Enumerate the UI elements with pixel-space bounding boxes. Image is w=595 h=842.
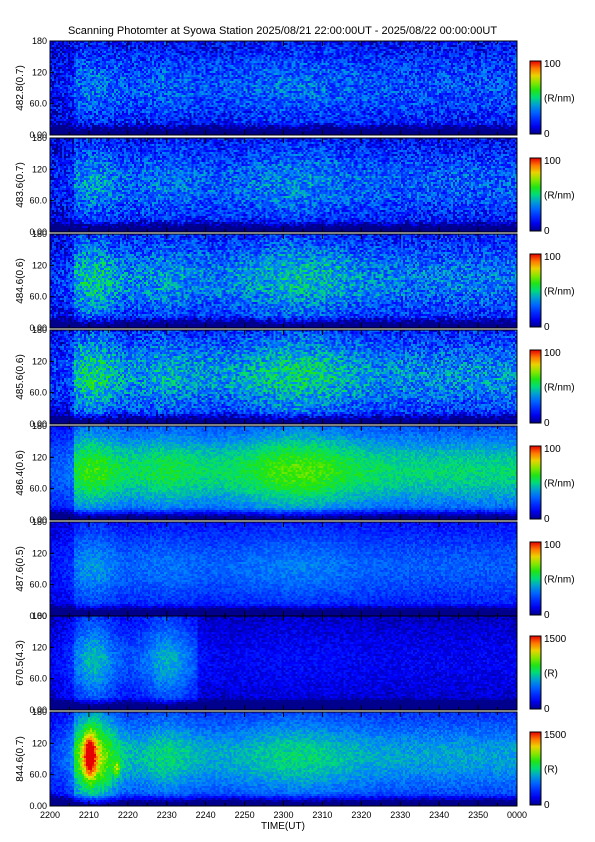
y-tick-label: 0.00 (29, 227, 47, 237)
y-tick-label: 180 (32, 421, 47, 431)
colorbar-min-label: 0 (544, 800, 550, 811)
colorbar (529, 635, 542, 710)
colorbar-unit-label: (R/nm) (544, 287, 575, 298)
y-tick-label: 180 (32, 517, 47, 527)
x-tick-label: 0000 (507, 810, 527, 820)
colorbar-max-label: 1500 (544, 730, 567, 741)
panel-heatmap-7 (50, 616, 517, 710)
x-tick-label: 2200 (40, 810, 60, 820)
y-tick-label: 120 (32, 356, 47, 366)
y-tick-label: 120 (32, 642, 47, 652)
y-tick-label: 60.0 (29, 484, 47, 494)
x-tick-label: 2220 (118, 810, 138, 820)
x-tick-label: 2340 (429, 810, 449, 820)
y-tick-label: 180 (32, 325, 47, 335)
colorbar (529, 731, 542, 806)
x-tick-label: 2350 (468, 810, 488, 820)
colorbar-min-label: 0 (544, 514, 550, 525)
panel-ylabel: 486.4(0.6) (15, 450, 26, 496)
y-tick-label: 60.0 (29, 388, 47, 398)
y-tick-label: 180 (32, 36, 47, 46)
colorbar-unit-label: (R/nm) (544, 94, 575, 105)
colorbar-min-label: 0 (544, 704, 550, 715)
colorbar-unit-label: (R/nm) (544, 191, 575, 202)
colorbar-unit-label: (R) (544, 765, 558, 776)
x-tick-label: 2230 (157, 810, 177, 820)
colorbar-unit-label: (R/nm) (544, 575, 575, 586)
panel-ylabel: 483.6(0.7) (15, 162, 26, 208)
panel-heatmap-1 (50, 41, 517, 135)
y-tick-label: 180 (32, 611, 47, 621)
x-tick-label: 2250 (235, 810, 255, 820)
y-tick-label: 0.00 (29, 130, 47, 140)
colorbar (529, 253, 542, 328)
y-tick-label: 60.0 (29, 770, 47, 780)
panel-heatmap-2 (50, 138, 517, 232)
y-tick-label: 0.00 (29, 705, 47, 715)
colorbar-max-label: 100 (544, 252, 561, 263)
y-tick-label: 120 (32, 548, 47, 558)
x-tick-label: 2210 (79, 810, 99, 820)
y-tick-label: 60.0 (29, 292, 47, 302)
colorbar-min-label: 0 (544, 129, 550, 140)
panel-heatmap-8 (50, 712, 517, 806)
colorbar-min-label: 0 (544, 610, 550, 621)
y-tick-label: 60.0 (29, 99, 47, 109)
colorbar-max-label: 100 (544, 348, 561, 359)
colorbar-max-label: 1500 (544, 634, 567, 645)
y-tick-label: 180 (32, 229, 47, 239)
colorbar (529, 445, 542, 520)
x-tick-label: 2330 (390, 810, 410, 820)
page-title: Scanning Photomter at Syowa Station 2025… (67, 25, 498, 37)
panel-ylabel: 844.6(0.7) (15, 736, 26, 782)
y-tick-label: 120 (32, 452, 47, 462)
colorbar-max-label: 100 (544, 444, 561, 455)
y-tick-label: 60.0 (29, 674, 47, 684)
colorbar-min-label: 0 (544, 226, 550, 237)
panel-ylabel: 484.6(0.6) (15, 258, 26, 304)
colorbar (529, 541, 542, 616)
colorbar-unit-label: (R/nm) (544, 383, 575, 394)
colorbar-unit-label: (R) (544, 669, 558, 680)
y-tick-label: 0.00 (29, 801, 47, 811)
y-tick-label: 120 (32, 67, 47, 77)
colorbar-min-label: 0 (544, 322, 550, 333)
y-tick-label: 180 (32, 133, 47, 143)
colorbar (529, 349, 542, 424)
panel-ylabel: 670.5(4.3) (15, 640, 26, 686)
colorbar-max-label: 100 (544, 540, 561, 551)
panel-ylabel: 485.6(0.6) (15, 354, 26, 400)
y-tick-label: 0.00 (29, 611, 47, 621)
y-tick-label: 120 (32, 738, 47, 748)
y-tick-label: 120 (32, 260, 47, 270)
y-tick-label: 0.00 (29, 419, 47, 429)
x-tick-label: 2310 (312, 810, 332, 820)
colorbar (529, 157, 542, 232)
x-tick-label: 2320 (351, 810, 371, 820)
y-tick-label: 0.00 (29, 515, 47, 525)
x-axis-label: TIME(UT) (261, 821, 305, 832)
panel-heatmap-4 (50, 330, 517, 424)
panel-heatmap-3 (50, 234, 517, 328)
x-tick-label: 2240 (196, 810, 216, 820)
colorbar-unit-label: (R/nm) (544, 479, 575, 490)
y-tick-label: 0.00 (29, 323, 47, 333)
y-tick-label: 60.0 (29, 196, 47, 206)
colorbar-min-label: 0 (544, 418, 550, 429)
y-tick-label: 180 (32, 707, 47, 717)
y-tick-label: 60.0 (29, 580, 47, 590)
y-tick-label: 120 (32, 164, 47, 174)
colorbar (529, 60, 542, 135)
colorbar-max-label: 100 (544, 59, 561, 70)
panel-heatmap-5 (50, 426, 517, 520)
colorbar-max-label: 100 (544, 156, 561, 167)
x-tick-label: 2300 (273, 810, 293, 820)
panel-ylabel: 482.8(0.7) (15, 65, 26, 111)
panel-ylabel: 487.6(0.5) (15, 546, 26, 592)
panel-heatmap-6 (50, 522, 517, 616)
